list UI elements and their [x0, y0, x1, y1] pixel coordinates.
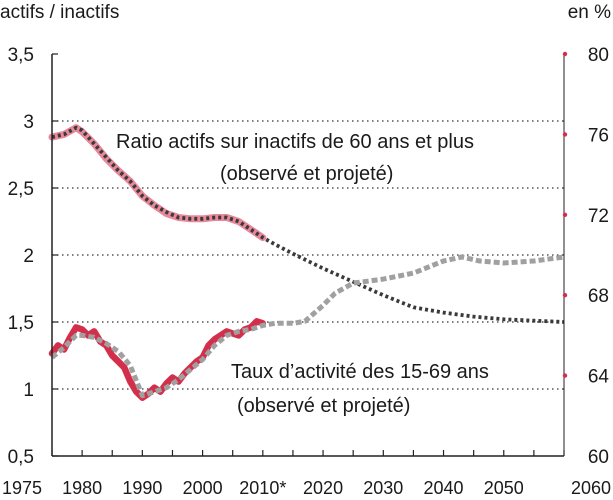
x-tick-label: 2030: [363, 478, 403, 498]
x-tick-label: 2040: [424, 478, 464, 498]
left-tick-label: 2: [23, 246, 34, 267]
plot-frame: [51, 53, 565, 457]
left-tick-label: 2,5: [8, 179, 34, 200]
x-tick-label: 2060: [571, 478, 611, 498]
right-axis-marker: [562, 373, 568, 378]
x-tick-label: 2050: [484, 478, 524, 498]
right-axis-marker: [562, 132, 568, 137]
x-tick-label: 2010*: [239, 478, 286, 498]
x-tick-label: 2020: [303, 478, 343, 498]
series-line-ratio-projected: [51, 125, 565, 324]
left-tick-label: 1,5: [8, 313, 34, 334]
right-tick-label: 68: [588, 286, 609, 307]
right-tick-label: 80: [588, 45, 609, 66]
right-axis-marker: [562, 212, 568, 217]
series-line-taux-observed: [48, 318, 267, 401]
right-axis-title: en %: [568, 2, 611, 23]
right-axis-markers: [562, 51, 568, 378]
left-tick-label: 1: [23, 380, 34, 401]
right-tick-label: 64: [588, 367, 610, 388]
tick-labels: 0,5 1 1,5 2 2,5 3 3,5 60 64 68 72 76 80 1975 1980 1990 2…: [2, 45, 611, 498]
taux-annotation-line2: (observé et projeté): [237, 395, 410, 417]
series-line-taux-projected: [50, 254, 565, 399]
grid-lines: [52, 120, 564, 390]
x-tick-label: 1990: [122, 478, 162, 498]
right-axis-marker: [562, 293, 568, 298]
right-axis-marker: [562, 51, 568, 57]
x-tick-label: 2000: [183, 478, 223, 498]
left-tick-label: 3: [23, 112, 34, 133]
data-series: [48, 124, 565, 401]
taux-annotation-line1: Taux d’activité des 15-69 ans: [231, 361, 489, 383]
left-axis-title: actifs / inactifs: [0, 2, 119, 23]
left-tick-label: 0,5: [8, 447, 34, 468]
ratio-annotation-line1: Ratio actifs sur inactifs de 60 ans et p…: [116, 131, 474, 153]
ratio-annotation-line2: (observé et projeté): [220, 163, 393, 185]
right-tick-label: 72: [588, 206, 609, 227]
x-tick-label: 1980: [62, 478, 102, 498]
x-tick-label: 1975: [2, 478, 42, 498]
left-tick-label: 3,5: [8, 45, 34, 66]
right-tick-label: 76: [588, 125, 609, 146]
right-tick-label: 60: [588, 447, 609, 468]
